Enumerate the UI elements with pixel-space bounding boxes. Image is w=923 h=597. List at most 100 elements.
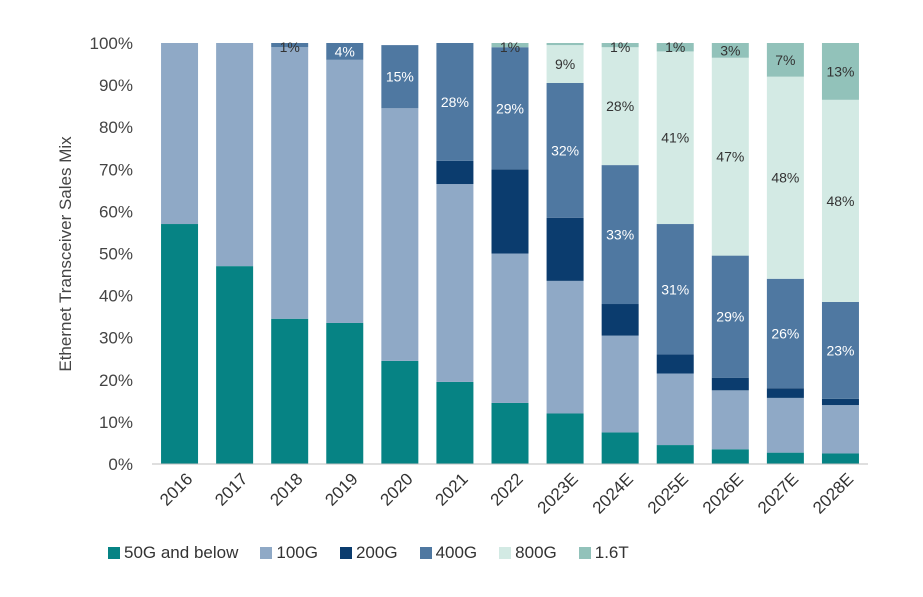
bar-segment: [491, 402, 529, 464]
bar-segment: [601, 165, 639, 305]
data-label: 9%: [555, 56, 575, 72]
legend-item: 1.6T: [578, 543, 629, 563]
y-tick-label: 10%: [99, 413, 133, 432]
bar-segment: [821, 398, 859, 406]
bar-segment: [601, 432, 639, 464]
bar-segment: [381, 108, 419, 361]
y-tick-label: 90%: [99, 76, 133, 95]
x-tick-label: 2022: [487, 469, 527, 509]
legend-swatch: [419, 547, 432, 559]
bar-segment: [766, 452, 804, 464]
bar-segment: [656, 445, 694, 464]
bar-segment: [711, 449, 749, 464]
bar-segment: [656, 224, 694, 355]
x-tick-label: 2020: [376, 469, 416, 509]
x-tick-label: 2018: [266, 469, 306, 509]
bar-segment: [711, 390, 749, 450]
bar-segment: [821, 43, 859, 100]
legend-label: 800G: [515, 543, 557, 562]
bar-segment: [491, 43, 529, 48]
bar-segment: [601, 43, 639, 48]
legend-swatch: [108, 547, 120, 559]
legend-item: 800G: [499, 543, 557, 563]
legend-label: 200G: [355, 543, 398, 562]
bar-segment: [436, 184, 474, 382]
x-tick-label: 2026E: [699, 469, 747, 517]
data-label: 1%: [500, 39, 520, 55]
y-tick-label: 0%: [108, 455, 133, 474]
x-axis-ticks: 2016 2017 2018 2019 2020 2021 2022 2023E 2024E 20…: [156, 469, 857, 517]
data-label: 1%: [610, 39, 630, 55]
bar-segment: [161, 224, 199, 464]
y-tick-label: 60%: [99, 202, 133, 221]
bar-segment: [656, 354, 694, 374]
bar-segment: [271, 318, 309, 464]
bar-segment: [216, 43, 254, 267]
legend-item: 400G: [419, 543, 478, 563]
data-label: 32%: [551, 142, 579, 158]
legend-label: 100G: [276, 543, 318, 562]
bar-segment: [216, 266, 254, 464]
y-tick-label: 20%: [99, 371, 133, 390]
legend-swatch: [578, 547, 591, 559]
bar-segment: [711, 377, 749, 391]
bar-segment: [546, 83, 584, 218]
legend-swatch: [499, 547, 512, 559]
legend-label: 50G and below: [124, 543, 239, 562]
legend-swatch: [339, 547, 352, 559]
data-label: 29%: [716, 309, 744, 325]
bar-segment: [436, 160, 474, 185]
data-label: 26%: [771, 325, 799, 341]
bar-segment: [546, 217, 584, 281]
data-label: 4%: [335, 43, 355, 59]
bar-segment: [821, 99, 859, 302]
bar-segment: [271, 47, 309, 319]
x-tick-label: 2025E: [644, 469, 692, 517]
bar-segment: [711, 43, 749, 58]
legend: 50G and below 100G 200G 400G 800G 1.6T: [108, 543, 651, 563]
bars: [161, 43, 859, 464]
data-label: 33%: [606, 227, 634, 243]
bar-segment: [491, 47, 529, 170]
legend-label: 400G: [435, 543, 478, 562]
bar-segment: [766, 43, 804, 77]
bar-segment: [381, 45, 419, 109]
bar-segment: [601, 47, 639, 166]
legend-item: 200G: [339, 543, 398, 563]
bar-segment: [766, 76, 804, 279]
y-tick-label: 100%: [90, 34, 133, 53]
bar-segment: [326, 43, 364, 60]
bar-segment: [546, 45, 584, 83]
bar-segment: [271, 43, 309, 48]
data-labels: 1% 4% 15% 28% 29% 1% 32% 9% 33% 28% 1% 31% 41% 1% 29% 4…: [280, 39, 855, 358]
x-tick-label: 2016: [156, 469, 196, 509]
x-tick-label: 2024E: [589, 469, 637, 517]
y-tick-label: 30%: [99, 329, 133, 348]
y-axis-title: Ethernet Transceiver Sales Mix: [56, 136, 75, 372]
bar-segment: [711, 57, 749, 256]
bar-segment: [766, 388, 804, 398]
bar-segment: [821, 301, 859, 399]
bar-segment: [711, 255, 749, 378]
bar-segment: [491, 253, 529, 403]
x-tick-label: 2027E: [754, 469, 802, 517]
bar-segment: [601, 304, 639, 336]
data-label: 31%: [661, 281, 689, 297]
bar-segment: [161, 43, 199, 225]
bar-segment: [821, 405, 859, 454]
data-label: 48%: [771, 170, 799, 186]
legend-swatch: [260, 547, 273, 559]
bar-segment: [491, 169, 529, 254]
bar-segment: [546, 43, 584, 46]
data-label: 15%: [386, 69, 414, 85]
data-label: 47%: [716, 149, 744, 165]
x-tick-label: 2021: [432, 469, 472, 509]
bar-segment: [326, 322, 364, 464]
bar-segment: [546, 413, 584, 464]
bar-segment: [766, 397, 804, 453]
bar-segment: [436, 43, 474, 161]
data-label: 7%: [775, 52, 795, 68]
y-tick-label: 80%: [99, 118, 133, 137]
bar-segment: [436, 381, 474, 464]
x-tick-label: 2028E: [809, 469, 857, 517]
